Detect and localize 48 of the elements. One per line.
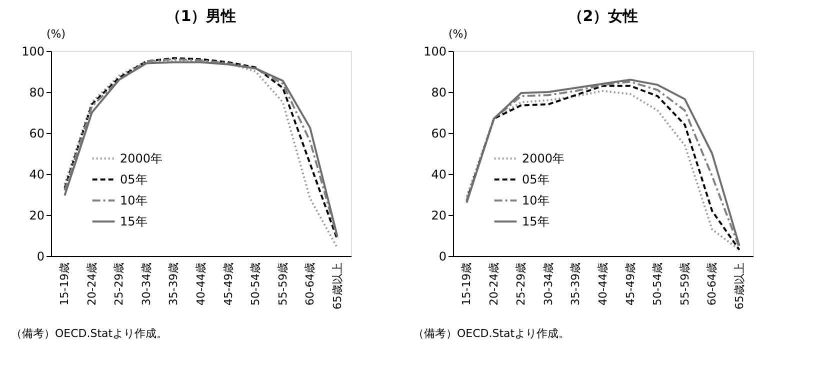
legend-label: 2000年 xyxy=(120,152,163,166)
x-tick-label: 50-54歳 xyxy=(249,262,262,306)
x-tick-label: 25-29歳 xyxy=(112,262,126,306)
x-tick-label: 40-44歳 xyxy=(596,262,610,306)
x-tick-label: 55-59歳 xyxy=(276,262,290,306)
x-tick-label: 40-44歳 xyxy=(194,262,208,306)
text: （備考）OECD.Statより作成。 xyxy=(11,327,168,340)
x-tick-label: 65歳以上 xyxy=(330,262,344,310)
y-tick-label: 100 xyxy=(424,44,446,58)
x-tick-label: 60-64歳 xyxy=(304,262,317,306)
x-tick-label: 50-54歳 xyxy=(651,262,664,306)
x-tick-label: 30-34歳 xyxy=(542,262,555,306)
x-tick-label: 35-39歳 xyxy=(569,262,582,306)
x-tick-label: 55-59歳 xyxy=(678,262,692,306)
y-tick-label: 0 xyxy=(438,250,446,264)
y-tick-label: 0 xyxy=(36,250,44,264)
x-tick-label: 25-29歳 xyxy=(514,262,528,306)
legend-label: 15年 xyxy=(522,214,550,228)
legend-label: 05年 xyxy=(522,172,550,186)
legend-label: 05年 xyxy=(120,172,148,186)
x-tick-label: 35-39歳 xyxy=(167,262,180,306)
y-tick-label: 20 xyxy=(431,208,446,222)
y-tick-label: 40 xyxy=(29,168,44,182)
y-axis-title: (%) xyxy=(448,28,468,40)
y-tick-label: 80 xyxy=(431,86,446,100)
x-tick-label: 45-49歳 xyxy=(222,262,235,306)
x-tick-label: 15-19歳 xyxy=(460,262,474,306)
y-tick-label: 60 xyxy=(431,126,446,140)
text: （備考）OECD.Statより作成。 xyxy=(413,327,570,340)
x-tick-label: 45-49歳 xyxy=(624,262,637,306)
legend-label: 10年 xyxy=(120,194,148,208)
y-tick-label: 60 xyxy=(29,126,44,140)
y-tick-label: 20 xyxy=(29,208,44,222)
chart-title: （2）女性 xyxy=(568,7,638,25)
legend-label: 10年 xyxy=(522,194,550,208)
y-tick-label: 100 xyxy=(22,44,44,58)
x-tick-label: 20-24歳 xyxy=(487,262,500,306)
x-tick-label: 20-24歳 xyxy=(85,262,98,306)
y-axis-title: (%) xyxy=(46,28,66,40)
x-tick-label: 15-19歳 xyxy=(58,262,72,306)
chart-title: （1）男性 xyxy=(166,7,236,25)
x-tick-label: 65歳以上 xyxy=(732,262,746,310)
y-tick-label: 80 xyxy=(29,86,44,100)
x-tick-label: 60-64歳 xyxy=(706,262,719,306)
y-tick-label: 40 xyxy=(431,168,446,182)
legend-label: 15年 xyxy=(120,214,148,228)
legend-label: 2000年 xyxy=(522,152,565,166)
x-tick-label: 30-34歳 xyxy=(140,262,153,306)
